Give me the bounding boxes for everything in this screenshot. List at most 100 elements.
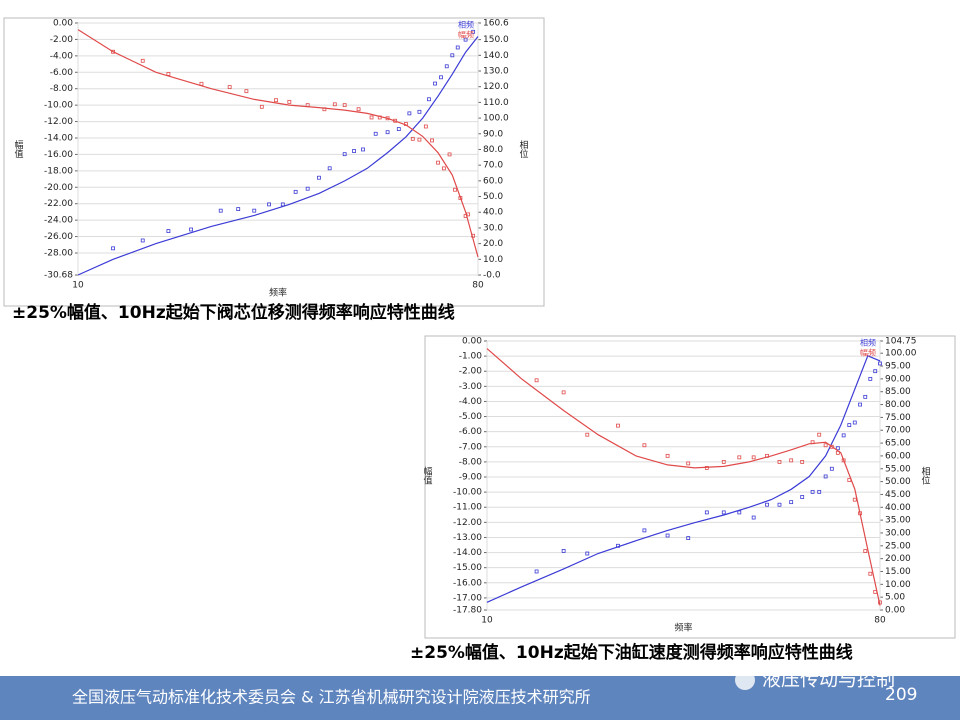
- data-point: [439, 75, 443, 80]
- data-point: [817, 432, 822, 437]
- y2-tick-label: 85.00: [885, 387, 911, 397]
- data-point: [189, 227, 193, 232]
- y2-tick-label: 100.0: [483, 114, 509, 124]
- series-line: [77, 36, 479, 276]
- y2-tick-label: 90.00: [885, 374, 911, 384]
- y2-tick-label: 90.0: [483, 129, 503, 139]
- data-point: [342, 152, 347, 157]
- data-point: [800, 495, 805, 499]
- data-point: [444, 64, 449, 69]
- data-point: [800, 459, 805, 464]
- y2-tick-label: 50.0: [483, 192, 503, 202]
- data-point: [410, 136, 415, 141]
- y-tick-label: -5.00: [459, 412, 483, 422]
- y-tick-label: -18.00: [44, 166, 73, 176]
- data-point: [332, 102, 337, 107]
- series-line: [486, 355, 881, 603]
- data-point: [423, 124, 428, 129]
- y-tick-label: 0.00: [53, 19, 73, 29]
- data-point: [396, 127, 401, 131]
- data-point: [841, 458, 846, 463]
- y2-tick-label: 20.0: [483, 239, 503, 249]
- data-point: [236, 207, 241, 211]
- data-point: [430, 138, 434, 143]
- data-point: [463, 37, 468, 42]
- data-point: [111, 49, 115, 54]
- y-tick-label: -30.68: [44, 271, 73, 281]
- data-point: [407, 111, 412, 116]
- y-tick-label: -6.00: [459, 427, 483, 437]
- data-point: [777, 502, 782, 507]
- data-point: [561, 549, 566, 553]
- data-point: [817, 489, 822, 494]
- data-point: [810, 440, 815, 445]
- data-point: [585, 551, 590, 556]
- data-point: [873, 369, 878, 374]
- y2-tick-label: 45.00: [885, 490, 911, 500]
- data-point: [616, 543, 620, 548]
- chart-caption: ±25%幅值、10Hz起始下油缸速度测得频率响应特性曲线: [410, 642, 853, 663]
- y-tick-label: -16.00: [453, 578, 482, 588]
- x-tick-label: 80: [874, 616, 886, 626]
- y-tick-label: -9.00: [459, 473, 483, 483]
- page-number: 209: [885, 685, 917, 705]
- data-point: [453, 187, 457, 192]
- y2-tick-label: 40.0: [483, 208, 503, 218]
- data-point: [863, 394, 868, 399]
- data-point: [471, 29, 476, 34]
- x-tick-label: 10: [72, 281, 84, 291]
- y2-tick-label: 10.00: [885, 580, 911, 590]
- plot-area: [486, 340, 881, 611]
- x-tick-label: 10: [481, 616, 493, 626]
- y2-tick-label: 80.00: [885, 400, 911, 410]
- y-tick-label: -4.00: [50, 51, 74, 61]
- data-point: [585, 432, 590, 437]
- data-point: [166, 229, 171, 233]
- y2-tick-label: -0.0: [483, 271, 501, 281]
- series-line: [486, 348, 881, 606]
- data-point: [561, 390, 566, 395]
- data-point: [342, 103, 347, 108]
- data-point: [111, 246, 115, 251]
- y2-tick-label: 30.00: [885, 528, 911, 538]
- data-point: [385, 116, 390, 121]
- data-point: [858, 402, 862, 407]
- data-point: [751, 515, 756, 520]
- y2-tick-label: 60.00: [885, 451, 911, 461]
- data-point: [361, 147, 365, 152]
- x-tick-label: 80: [472, 281, 484, 291]
- data-point: [765, 502, 769, 507]
- data-point: [642, 528, 647, 533]
- y2-tick-label: 75.00: [885, 413, 911, 423]
- y-tick-label: -10.00: [44, 101, 73, 111]
- y-tick-label: -28.00: [44, 248, 73, 258]
- data-point: [305, 103, 310, 108]
- data-point: [352, 149, 356, 153]
- data-point: [878, 600, 882, 605]
- series-line: [77, 29, 479, 258]
- data-point: [385, 130, 390, 135]
- data-point: [441, 166, 446, 171]
- y2-tick-label: 80.0: [483, 145, 503, 155]
- data-point: [140, 238, 145, 243]
- y-axis-label: 幅值: [13, 139, 24, 158]
- data-point: [252, 208, 257, 213]
- y-tick-label: -1.00: [459, 352, 483, 362]
- data-point: [765, 453, 769, 458]
- data-point: [436, 160, 440, 165]
- data-point: [199, 81, 204, 86]
- y-tick-label: -11.00: [453, 503, 482, 513]
- y-tick-label: -24.00: [44, 216, 73, 226]
- y-tick-label: -17.80: [453, 606, 482, 616]
- data-point: [642, 443, 647, 448]
- data-point: [417, 137, 422, 142]
- data-point: [227, 85, 232, 89]
- data-point: [267, 202, 271, 207]
- data-point: [704, 510, 709, 515]
- data-point: [244, 89, 249, 94]
- y-tick-label: -26.00: [44, 232, 73, 242]
- plot-area: [77, 22, 479, 276]
- y-tick-label: -12.00: [453, 518, 482, 528]
- data-point: [751, 455, 756, 460]
